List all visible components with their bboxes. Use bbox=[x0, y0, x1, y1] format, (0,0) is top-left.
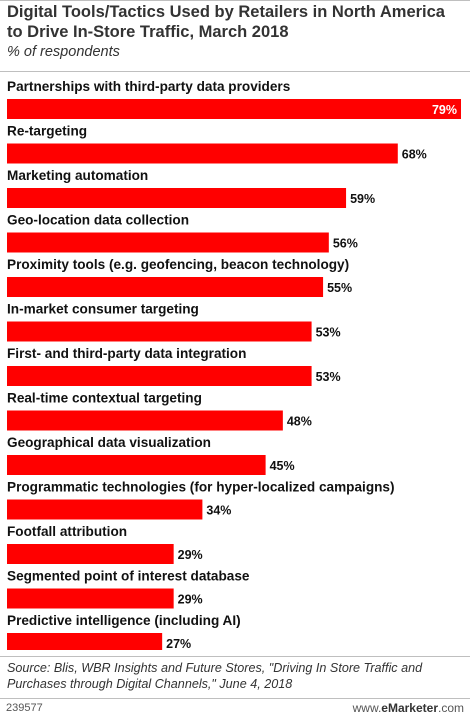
category-label: Marketing automation bbox=[7, 168, 148, 183]
value-label: 53% bbox=[316, 370, 341, 384]
bar bbox=[7, 99, 461, 119]
header-rule bbox=[0, 71, 470, 72]
value-label: 48% bbox=[287, 415, 312, 429]
category-label: Footfall attribution bbox=[7, 524, 127, 539]
category-label: Segmented point of interest database bbox=[7, 569, 250, 584]
bar bbox=[7, 188, 347, 208]
category-label: First- and third-party data integration bbox=[7, 346, 246, 361]
value-label: 29% bbox=[178, 548, 203, 562]
bar bbox=[7, 499, 203, 520]
category-label: Programmatic technologies (for hyper-loc… bbox=[7, 480, 395, 495]
category-label: Proximity tools (e.g. geofencing, beacon… bbox=[7, 257, 349, 272]
brand-prefix: www. bbox=[352, 701, 382, 715]
bar bbox=[7, 633, 163, 650]
value-label: 56% bbox=[333, 237, 358, 251]
category-label: Geographical data visualization bbox=[7, 435, 211, 450]
bar bbox=[7, 321, 312, 342]
footer-rule bbox=[0, 698, 470, 699]
value-label: 55% bbox=[327, 281, 352, 295]
category-label: Geo-location data collection bbox=[7, 213, 189, 228]
top-rule bbox=[0, 0, 470, 1]
source-note: Source: Blis, WBR Insights and Future St… bbox=[7, 661, 423, 691]
category-label: Predictive intelligence (including AI) bbox=[7, 613, 241, 628]
source-rule bbox=[0, 656, 470, 657]
value-label: 45% bbox=[270, 459, 295, 473]
bar bbox=[7, 232, 329, 253]
bar bbox=[7, 143, 398, 164]
chart-subtitle: % of respondents bbox=[7, 44, 120, 60]
bar bbox=[7, 588, 174, 609]
category-label: Partnerships with third-party data provi… bbox=[7, 79, 290, 94]
value-label: 79% bbox=[432, 103, 457, 117]
value-label: 59% bbox=[350, 192, 375, 206]
value-label: 68% bbox=[402, 148, 427, 162]
bar bbox=[7, 410, 283, 431]
brand-link[interactable]: www.eMarketer.com bbox=[353, 701, 464, 715]
category-label: In-market consumer targeting bbox=[7, 302, 199, 317]
bar-chart: Partnerships with third-party data provi… bbox=[7, 79, 461, 650]
bar bbox=[7, 455, 266, 475]
bar bbox=[7, 277, 324, 297]
chart-id: 239577 bbox=[6, 702, 43, 714]
category-label: Real-time contextual targeting bbox=[7, 391, 202, 406]
category-label: Re-targeting bbox=[7, 124, 87, 139]
value-label: 27% bbox=[166, 637, 191, 650]
chart-title: Digital Tools/Tactics Used by Retailers … bbox=[7, 3, 445, 41]
title-block: Digital Tools/Tactics Used by Retailers … bbox=[7, 2, 462, 61]
value-label: 29% bbox=[178, 593, 203, 607]
brand-suffix: .com bbox=[437, 701, 464, 715]
bar bbox=[7, 366, 312, 386]
bar bbox=[7, 544, 174, 564]
value-label: 34% bbox=[206, 504, 231, 518]
brand-name: eMarketer bbox=[381, 701, 438, 715]
value-label: 53% bbox=[316, 326, 341, 340]
